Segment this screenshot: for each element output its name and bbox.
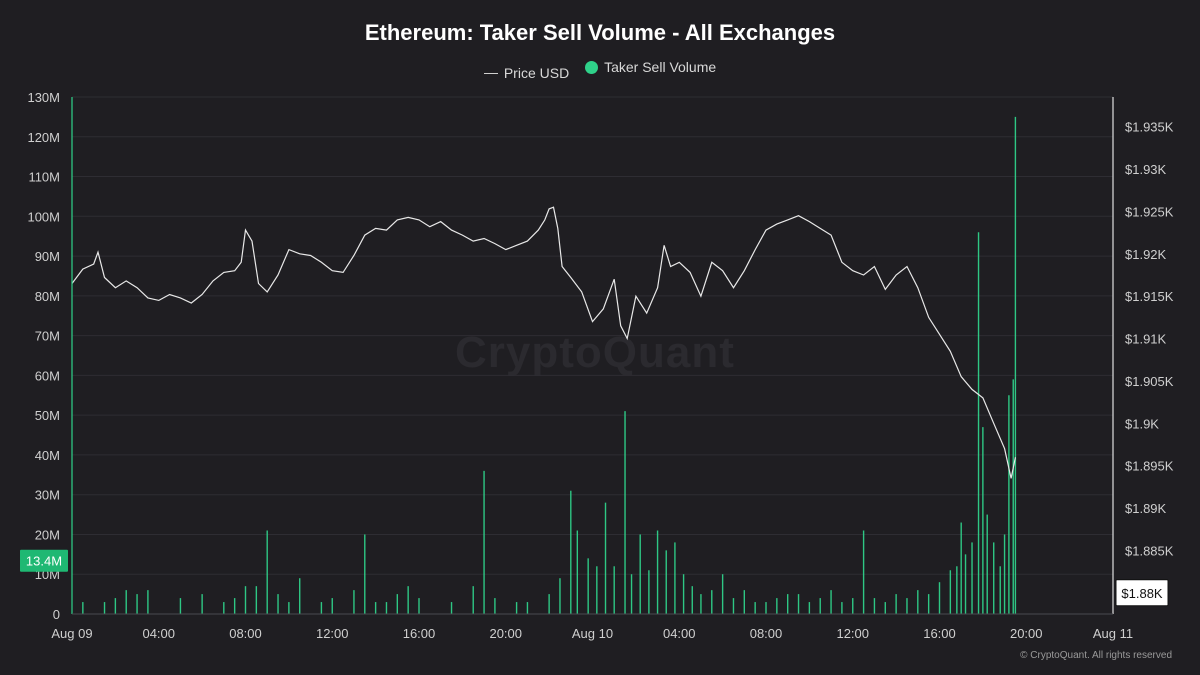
legend-price[interactable]: Price USD [483,65,570,81]
y-left-tick-label: 50M [35,408,60,423]
x-tick-label: 04:00 [142,626,175,641]
current-price-box [1115,579,1169,607]
x-tick-label: 12:00 [316,626,349,641]
x-tick-label: 20:00 [1010,626,1043,641]
y-left-tick-label: 70M [35,329,60,344]
y-left-tick-label: 110M [28,170,60,185]
x-tick-label: 08:00 [229,626,262,641]
y-right-tick-label: $1.91K [1125,332,1167,347]
current-value-markers: 13.4M $1.88K [20,549,1169,607]
y-right-tick-label: $1.925K [1125,204,1174,219]
x-tick-label: 08:00 [750,626,783,641]
legend-volume-swatch [585,60,599,74]
current-volume-box [20,549,68,572]
chart-legend: Price USD Taker Sell Volume [0,59,1200,81]
legend-price-swatch [483,72,498,74]
price-line [71,206,1016,479]
y-right-tick-label: $1.885K [1125,543,1174,558]
y-right-tick-label: $1.895K [1125,459,1174,474]
x-tick-label: 16:00 [923,626,956,641]
axes: 010M20M30M40M50M60M70M80M90M100M110M120M… [27,90,1173,641]
y-left-tick-label: 130M [27,90,60,105]
legend-volume-label: Taker Sell Volume [604,59,717,75]
x-tick-label: 12:00 [836,626,869,641]
x-tick-label: 04:00 [663,626,696,641]
current-price-label: $1.88K [1121,586,1163,601]
volume-bars [82,116,1017,614]
x-tick-label: 20:00 [489,626,522,641]
watermark: CryptoQuant [455,328,735,377]
copyright-notice: © CryptoQuant. All rights reserved [1020,650,1172,661]
y-left-tick-label: 120M [27,130,60,145]
chart-title: Ethereum: Taker Sell Volume - All Exchan… [364,20,836,45]
y-right-tick-label: $1.915K [1125,289,1174,304]
x-tick-label: 16:00 [403,626,436,641]
y-left-tick-label: 30M [35,488,60,503]
grid-lines [72,96,1113,615]
y-left-tick-label: 60M [35,368,60,383]
y-right-tick-label: $1.9K [1125,416,1159,431]
legend-volume[interactable]: Taker Sell Volume [585,59,716,75]
x-tick-label: Aug 10 [572,626,613,641]
y-left-tick-label: 0 [53,607,60,622]
legend-price-label: Price USD [503,65,570,81]
y-right-tick-label: $1.92K [1125,247,1167,262]
y-right-tick-label: $1.935K [1125,120,1174,135]
x-tick-label: Aug 09 [51,626,92,641]
y-left-tick-label: 40M [35,448,60,463]
y-right-tick-label: $1.89K [1125,501,1167,516]
y-right-tick-label: $1.93K [1125,162,1167,177]
y-left-tick-label: 20M [35,527,60,542]
current-volume-label: 13.4M [26,554,62,569]
y-right-tick-label: $1.905K [1125,374,1174,389]
x-tick-label: Aug 11 [1093,626,1133,641]
y-left-tick-label: 80M [35,289,60,304]
y-left-tick-label: 100M [27,209,60,224]
y-left-tick-label: 90M [35,249,60,264]
